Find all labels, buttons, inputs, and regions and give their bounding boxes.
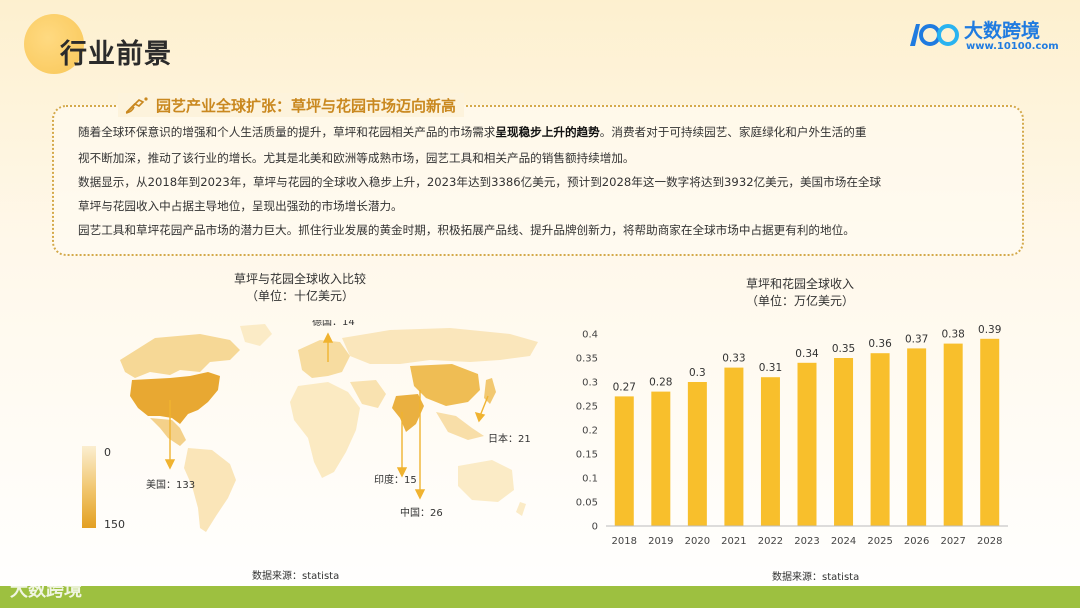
bar-chart-title: 草坪和花园全球收入 （单位：万亿美元）: [745, 277, 854, 308]
x-tick-label: 2021: [721, 536, 746, 547]
footer-band: [0, 586, 1080, 608]
map-source: 数据来源：statista: [252, 571, 340, 582]
map-chart-title: 草坪与花园全球收入比较 （单位：十亿美元）: [233, 272, 366, 303]
shovel-icon: [125, 97, 148, 114]
bar-value-label: 0.3: [689, 367, 706, 379]
callout-germany: [322, 332, 334, 362]
bar-2025: [870, 353, 890, 526]
scale-max-label: 150: [104, 518, 125, 531]
brand-name: 大数跨境: [964, 20, 1041, 42]
color-scale: [82, 446, 96, 528]
title-decoration: [24, 14, 84, 74]
y-tick-label: 0.15: [576, 450, 598, 461]
bar-value-label: 0.36: [868, 338, 892, 350]
callout-usa: [164, 400, 176, 470]
x-tick-label: 2019: [648, 536, 673, 547]
map-region-australia: [458, 460, 514, 502]
callout-india: [396, 412, 408, 478]
map-region-india: [392, 394, 424, 432]
bar-2024: [834, 358, 854, 526]
x-tick-label: 2025: [867, 536, 892, 547]
map-region-russia: [342, 328, 538, 364]
y-tick-label: 0.1: [582, 474, 598, 485]
y-tick-label: 0.2: [582, 426, 598, 437]
scale-min-label: 0: [104, 446, 111, 459]
y-tick-label: 0.35: [576, 354, 598, 365]
y-tick-label: 0.05: [576, 498, 598, 509]
callout-china: [414, 390, 426, 500]
x-tick-label: 2018: [612, 536, 637, 547]
bar-2026: [907, 348, 927, 526]
summary-line-4: 草坪与花园收入中占据主导地位，呈现出强劲的市场增长潜力。: [78, 199, 403, 213]
y-tick-label: 0.3: [582, 378, 598, 389]
bar-2020: [687, 382, 707, 526]
page-title: 行业前景: [60, 39, 172, 70]
bar-value-label: 0.33: [722, 353, 745, 365]
map-region-middle-east: [350, 380, 386, 408]
map-region-greenland: [240, 324, 272, 346]
map-label-india: 印度：15: [374, 473, 417, 486]
y-tick-label: 0: [592, 522, 598, 533]
bar-source: 数据来源：statista: [772, 572, 860, 583]
bar-value-label: 0.28: [649, 377, 672, 389]
summary-line-3: 数据显示，从2018年到2023年，草坪与花园的全球收入稳步上升，2023年达到…: [78, 175, 882, 189]
map-label-china: 中国：26: [400, 506, 443, 519]
world-map: 德国：14 美国：133 印度：15 中国：26 日本：21: [120, 320, 538, 532]
bar-2023: [797, 362, 817, 526]
map-label-japan: 日本：21: [488, 432, 531, 445]
bar-2027: [943, 343, 963, 526]
y-tick-label: 0.25: [576, 402, 598, 413]
summary-line-1: 随着全球环保意识的增强和个人生活质量的提升，草坪和花园相关产品的市场需求呈现稳步…: [78, 125, 867, 139]
x-tick-label: 2028: [977, 536, 1002, 547]
x-tick-label: 2020: [685, 536, 710, 547]
callout-japan: [474, 395, 489, 423]
bar-value-label: 0.31: [759, 362, 782, 374]
bar-2028: [980, 338, 1000, 526]
bar-value-label: 0.34: [795, 348, 819, 360]
map-region-north-america: [120, 334, 240, 378]
map-region-new-zealand: [516, 502, 526, 516]
x-tick-label: 2027: [940, 536, 965, 547]
x-tick-label: 2023: [794, 536, 819, 547]
bar-value-label: 0.37: [905, 333, 928, 345]
x-tick-label: 2024: [831, 536, 856, 547]
bar-2018: [614, 396, 634, 526]
map-region-southeast-asia: [436, 412, 484, 440]
map-label-germany: 德国：14: [312, 320, 355, 328]
x-tick-label: 2026: [904, 536, 929, 547]
summary-heading: 园艺产业全球扩张：草坪与花园市场迈向新高: [118, 93, 465, 117]
brand-logo: 大数跨境 www.10100.com: [906, 14, 1059, 60]
summary-box: [52, 105, 1024, 256]
bar-2022: [760, 377, 780, 526]
y-tick-label: 0.4: [582, 330, 598, 341]
summary-line-5: 园艺工具和草坪花园产品市场的潜力巨大。抓住行业发展的黄金时期，积极拓展产品线、提…: [78, 223, 855, 237]
summary-line-2: 视不断加深，推动了该行业的增长。尤其是北美和欧洲等成熟市场，园艺工具和相关产品的…: [78, 151, 635, 165]
bar-value-label: 0.38: [941, 329, 964, 341]
map-region-usa: [130, 372, 220, 424]
map-region-africa: [290, 382, 360, 478]
map-region-china: [410, 364, 480, 406]
map-region-mexico: [150, 418, 186, 446]
summary-highlight: 呈现稳步上升的趋势: [495, 125, 600, 139]
watermark: 大数跨境: [10, 580, 82, 601]
map-region-europe: [298, 340, 350, 378]
brand-url: www.10100.com: [966, 41, 1059, 52]
map-region-south-america: [184, 448, 236, 532]
bar-2021: [724, 367, 744, 526]
logo-mark-icon: [910, 24, 959, 46]
x-tick-label: 2022: [758, 536, 783, 547]
bar-value-label: 0.39: [978, 324, 1001, 336]
bar-value-label: 0.27: [613, 381, 636, 393]
map-label-usa: 美国：133: [146, 478, 195, 491]
summary-heading-text: 园艺产业全球扩张：草坪与花园市场迈向新高: [156, 96, 457, 115]
bar-value-label: 0.35: [832, 343, 855, 355]
bar-chart: 0 0.05 0.1 0.15 0.2 0.25 0.3 0.35 0.4 0.27 2018 0.2…: [576, 324, 1008, 547]
bar-2019: [651, 391, 671, 526]
